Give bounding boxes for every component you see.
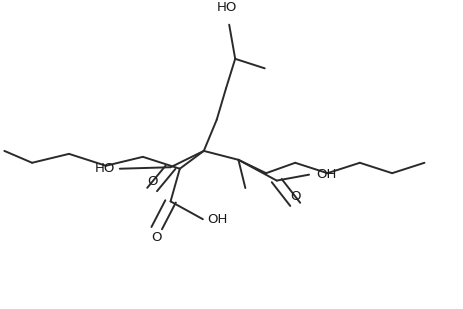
Text: O: O — [151, 231, 162, 244]
Text: OH: OH — [207, 213, 228, 226]
Text: HO: HO — [217, 1, 237, 14]
Text: HO: HO — [95, 162, 115, 175]
Text: O: O — [147, 175, 157, 188]
Text: OH: OH — [316, 168, 336, 181]
Text: O: O — [290, 190, 300, 203]
